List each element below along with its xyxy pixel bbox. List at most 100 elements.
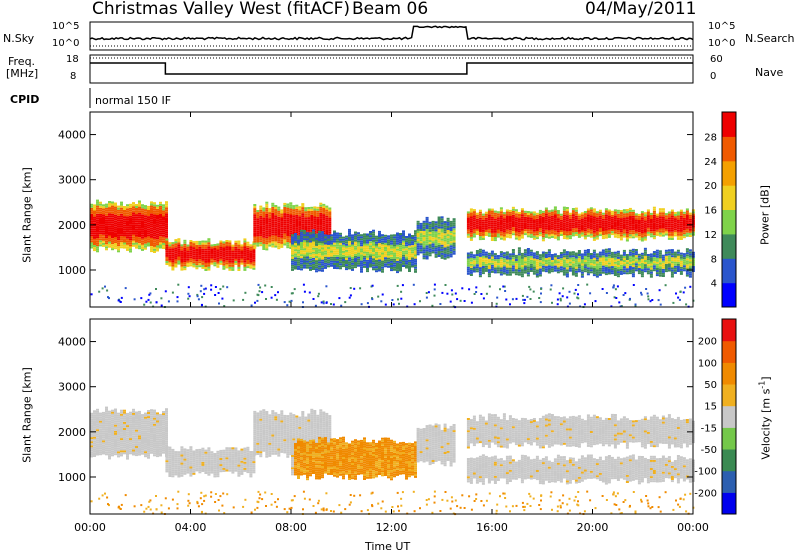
power-scatter-point bbox=[647, 298, 650, 301]
power-scatter-point bbox=[302, 283, 305, 286]
nsky-tick-high: 10^5 bbox=[52, 21, 80, 32]
power-scatter-point bbox=[449, 300, 452, 303]
velocity-scatter-point bbox=[401, 491, 404, 494]
velocity-scatter-point bbox=[264, 491, 267, 494]
power-scatter-point bbox=[558, 292, 561, 295]
power-scatter-point bbox=[197, 298, 200, 301]
power-scatter-point bbox=[502, 285, 505, 288]
power-scatter-point bbox=[196, 295, 199, 298]
velocity-scatter-point bbox=[176, 507, 179, 510]
power-scatter-point bbox=[264, 284, 267, 287]
power-scatter-point bbox=[270, 296, 273, 299]
velocity-scatter-point bbox=[540, 494, 543, 497]
velocity-scatter-point bbox=[217, 499, 220, 501]
velocity-scatter-point bbox=[615, 504, 618, 506]
velocity-scatter-point bbox=[480, 500, 483, 502]
velocity-scatter-point bbox=[98, 497, 101, 500]
velocity-scatter-point bbox=[242, 505, 245, 508]
velocity-colorbar-swatch bbox=[722, 470, 736, 493]
power-scatter-point bbox=[201, 296, 204, 299]
velocity-scatter-point bbox=[317, 502, 320, 505]
nsearch-tick-high: 10^5 bbox=[708, 21, 736, 32]
power-scatter-point bbox=[577, 297, 580, 300]
power-scatter-point bbox=[568, 302, 571, 305]
power-scatter-point bbox=[425, 296, 428, 299]
velocity-scatter-point bbox=[371, 505, 374, 508]
power-scatter-point bbox=[675, 292, 677, 295]
velocity-scatter-point bbox=[456, 505, 459, 508]
velocity-scatter-point bbox=[551, 508, 553, 511]
velocity-scatter-point bbox=[400, 497, 403, 500]
power-scatter-point bbox=[332, 303, 335, 306]
power-scatter-point bbox=[119, 301, 122, 303]
nsky-tick-low: 10^0 bbox=[52, 38, 80, 49]
velocity-scatter-point bbox=[133, 505, 136, 508]
power-scatter-point bbox=[291, 292, 294, 295]
velocity-band bbox=[466, 413, 695, 449]
velocity-scatter-point bbox=[439, 510, 442, 512]
power-scatter-point bbox=[293, 288, 296, 291]
power-scatter-point bbox=[145, 300, 148, 303]
velocity-scatter-point bbox=[314, 511, 317, 514]
power-scatter-point bbox=[427, 291, 430, 294]
velocity-scatter-point bbox=[624, 499, 627, 502]
power-scatter-point bbox=[551, 301, 553, 304]
velocity-scatter-point bbox=[612, 491, 615, 494]
velocity-scatter-point bbox=[147, 505, 150, 508]
power-scatter-point bbox=[454, 292, 457, 295]
power-scatter-point bbox=[616, 285, 619, 288]
power-scatter-point bbox=[480, 293, 483, 295]
power-scatter-point bbox=[413, 303, 416, 306]
y-tick-label: 2000 bbox=[58, 219, 86, 232]
velocity-scatter-point bbox=[550, 491, 553, 494]
power-scatter-point bbox=[124, 287, 127, 290]
velocity-scatter-point bbox=[433, 495, 436, 498]
velocity-scatter-point bbox=[203, 499, 206, 502]
power-scatter-point bbox=[568, 290, 571, 293]
power-scatter-point bbox=[529, 298, 532, 300]
power-colorbar-tick-label: 4 bbox=[711, 279, 717, 290]
power-scatter-point bbox=[495, 302, 498, 305]
x-tick-label: 08:00 bbox=[275, 521, 307, 534]
velocity-scatter-point bbox=[561, 502, 564, 505]
velocity-scatter-point bbox=[509, 510, 511, 513]
velocity-scatter-point bbox=[106, 496, 109, 499]
power-scatter-point bbox=[322, 302, 325, 305]
power-scatter-point bbox=[605, 292, 608, 294]
y-tick-label: 1000 bbox=[58, 471, 86, 484]
velocity-scatter-point bbox=[640, 500, 643, 503]
power-scatter-point bbox=[303, 290, 306, 293]
velocity-scatter-point bbox=[145, 507, 148, 510]
velocity-scatter-point bbox=[672, 508, 675, 511]
power-scatter-point bbox=[577, 293, 579, 296]
beam-title: Beam 06 bbox=[352, 0, 429, 19]
velocity-scatter-point bbox=[370, 492, 373, 495]
power-scatter-point bbox=[556, 298, 559, 301]
power-scatter-point bbox=[441, 291, 444, 294]
power-scatter-point bbox=[539, 301, 542, 304]
power-scatter-point bbox=[446, 292, 449, 295]
velocity-scatter-point bbox=[261, 498, 264, 501]
power-scatter-point bbox=[439, 303, 442, 305]
velocity-scatter-point bbox=[684, 493, 687, 496]
power-scatter-point bbox=[218, 302, 220, 305]
velocity-scatter-point bbox=[256, 506, 259, 509]
power-scatter-point bbox=[155, 301, 158, 304]
power-scatter-point bbox=[214, 294, 217, 296]
velocity-scatter-point bbox=[475, 493, 478, 496]
power-band bbox=[416, 216, 456, 260]
velocity-scatter-point bbox=[258, 497, 261, 500]
power-scatter-point bbox=[522, 298, 525, 301]
x-tick-label: 12:00 bbox=[376, 521, 408, 534]
velocity-scatter-point bbox=[677, 503, 680, 506]
power-scatter-point bbox=[450, 289, 453, 292]
power-scatter-point bbox=[133, 298, 136, 301]
power-scatter-point bbox=[526, 295, 529, 298]
power-scatter-point bbox=[325, 301, 328, 304]
power-scatter-point bbox=[624, 292, 627, 295]
velocity-scatter-point bbox=[485, 499, 488, 502]
velocity-scatter-point bbox=[488, 492, 491, 495]
velocity-scatter-point bbox=[522, 505, 525, 508]
power-scatter-point bbox=[532, 290, 535, 293]
power-colorbar-swatch bbox=[722, 160, 736, 186]
